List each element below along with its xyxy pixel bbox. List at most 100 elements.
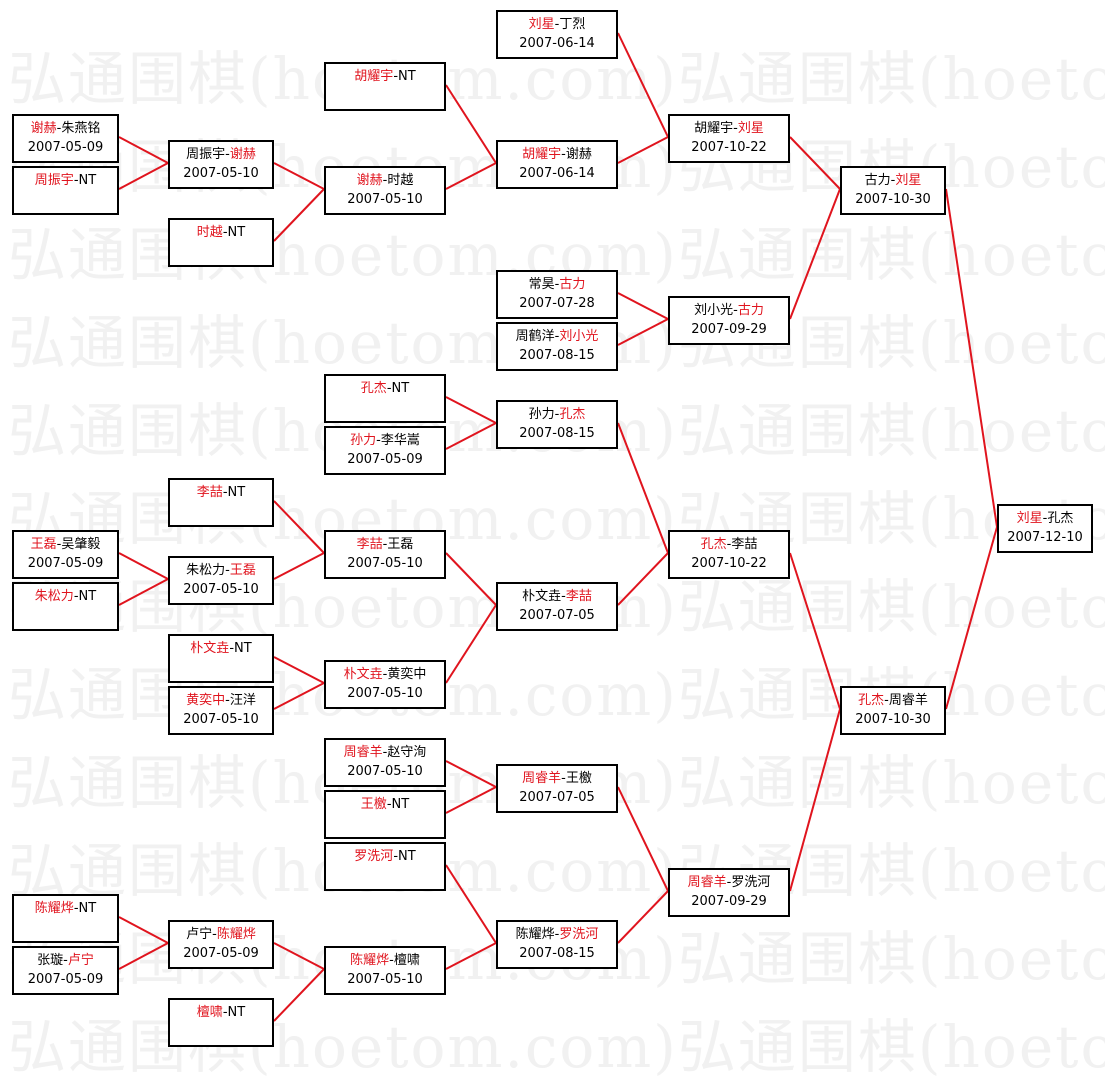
player-2: 王檄: [565, 771, 592, 786]
match-box[interactable]: 王檄-NT: [324, 790, 446, 839]
connector-line: [789, 708, 841, 892]
match-box[interactable]: 卢宁-陈耀烨 2007-05-09: [168, 920, 274, 969]
match-players: 胡耀宇-NT: [326, 67, 444, 86]
match-box[interactable]: 胡耀宇-NT: [324, 62, 446, 111]
match-box[interactable]: 朱松力-王磊 2007-05-10: [168, 556, 274, 605]
player-2: 黄奕中: [387, 667, 427, 682]
connector-line: [118, 136, 169, 164]
match-box[interactable]: 谢赫-朱燕铭 2007-05-09: [12, 114, 119, 163]
match-box[interactable]: 周振宇-NT: [12, 166, 119, 215]
separator: -: [554, 277, 560, 292]
match-date: 2007-05-10: [347, 556, 423, 571]
player-1: 周睿羊: [343, 745, 383, 760]
match-players: 陈耀烨-罗洗河: [498, 925, 616, 944]
connector-line: [445, 760, 497, 788]
match-players: 胡耀宇-谢赫: [498, 145, 616, 164]
match-box[interactable]: 王磊-吴肇毅 2007-05-09: [12, 530, 119, 579]
match-box[interactable]: 周睿羊-王檄 2007-07-05: [496, 764, 618, 813]
separator: -: [386, 381, 392, 396]
separator: -: [376, 433, 381, 448]
match-box[interactable]: 常昊-古力 2007-07-28: [496, 270, 618, 319]
match-box[interactable]: 朴文垚-李喆 2007-07-05: [496, 582, 618, 631]
separator: -: [73, 589, 79, 604]
match-players: 周睿羊-罗洗河: [670, 873, 788, 892]
separator: -: [56, 537, 62, 552]
connector-line: [445, 864, 497, 944]
match-box[interactable]: 胡耀宇-谢赫 2007-06-14: [496, 140, 618, 189]
match-box[interactable]: 周睿羊-罗洗河 2007-09-29: [668, 868, 790, 917]
player-2: 李喆: [565, 589, 592, 604]
connector-line: [273, 656, 325, 684]
match-box[interactable]: 李喆-王磊 2007-05-10: [324, 530, 446, 579]
match-box[interactable]: 谢赫-时越 2007-05-10: [324, 166, 446, 215]
player-1: 王檄: [360, 797, 387, 812]
connector-line: [617, 292, 669, 320]
player-2: 王磊: [229, 563, 256, 578]
player-1: 王磊: [30, 537, 57, 552]
separator: -: [393, 69, 399, 84]
match-box[interactable]: 周鹤洋-刘小光 2007-08-15: [496, 322, 618, 371]
player-2: 周睿羊: [888, 693, 928, 708]
connector-line: [445, 396, 497, 424]
match-box[interactable]: 孙力-李华嵩 2007-05-09: [324, 426, 446, 475]
match-box[interactable]: 孔杰-周睿羊 2007-10-30: [840, 686, 946, 735]
match-box[interactable]: 古力-刘星 2007-10-30: [840, 166, 946, 215]
player-1: 李喆: [356, 537, 383, 552]
match-players: 朱松力-王磊: [170, 561, 272, 580]
connector-line: [789, 552, 841, 710]
match-box[interactable]: 朴文垚-NT: [168, 634, 274, 683]
match-box[interactable]: 朴文垚-黄奕中 2007-05-10: [324, 660, 446, 709]
match-box[interactable]: 周睿羊-赵守洵 2007-05-10: [324, 738, 446, 787]
player-2: 罗洗河: [731, 875, 771, 890]
match-box[interactable]: 李喆-NT: [168, 478, 274, 527]
match-box[interactable]: 罗洗河-NT: [324, 842, 446, 891]
match-box[interactable]: 张璇-卢宁 2007-05-09: [12, 946, 119, 995]
player-1: 刘小光: [694, 303, 734, 318]
match-box[interactable]: 黄奕中-汪洋 2007-05-10: [168, 686, 274, 735]
player-2: NT: [78, 589, 97, 604]
match-players: 刘星-丁烈: [498, 15, 616, 34]
connector-line: [445, 786, 497, 814]
match-box[interactable]: 孔杰-NT: [324, 374, 446, 423]
match-box[interactable]: 孔杰-李喆 2007-10-22: [668, 530, 790, 579]
match-box[interactable]: 胡耀宇-刘星 2007-10-22: [668, 114, 790, 163]
match-date: 2007-10-30: [855, 712, 931, 727]
match-box[interactable]: 刘小光-古力 2007-09-29: [668, 296, 790, 345]
player-2: 古力: [559, 277, 586, 292]
separator: -: [229, 641, 235, 656]
player-1: 谢赫: [356, 173, 383, 188]
match-date: 2007-12-10: [1007, 530, 1083, 545]
match-box[interactable]: 檀啸-NT: [168, 998, 274, 1047]
match-box[interactable]: 刘星-孔杰 2007-12-10: [997, 504, 1093, 553]
match-box[interactable]: 朱松力-NT: [12, 582, 119, 631]
match-box[interactable]: 陈耀烨-檀啸 2007-05-10: [324, 946, 446, 995]
match-date: 2007-10-22: [691, 140, 767, 155]
match-players: 黄奕中-汪洋: [170, 691, 272, 710]
connector-line: [445, 604, 497, 684]
separator: -: [222, 485, 228, 500]
match-date: 2007-05-09: [27, 556, 104, 571]
match-box[interactable]: 时越-NT: [168, 218, 274, 267]
match-players: 时越-NT: [170, 223, 272, 242]
match-date: 2007-06-14: [519, 36, 595, 51]
separator: -: [222, 225, 228, 240]
separator: -: [382, 745, 388, 760]
match-box[interactable]: 陈耀烨-NT: [12, 894, 119, 943]
match-players: 陈耀烨-檀啸: [326, 951, 444, 970]
match-box[interactable]: 周振宇-谢赫 2007-05-10: [168, 140, 274, 189]
separator: -: [212, 927, 217, 942]
match-date: 2007-10-22: [691, 556, 767, 571]
match-date: 2007-09-29: [691, 894, 767, 909]
player-2: NT: [227, 485, 246, 500]
match-box[interactable]: 陈耀烨-罗洗河 2007-08-15: [496, 920, 618, 969]
separator: -: [561, 589, 566, 604]
match-box[interactable]: 孙力-孔杰 2007-08-15: [496, 400, 618, 449]
connector-line: [273, 682, 325, 710]
match-date: 2007-05-10: [347, 972, 423, 987]
player-1: 常昊: [528, 277, 555, 292]
player-2: 李喆: [731, 537, 758, 552]
player-1: 黄奕中: [186, 693, 226, 708]
match-box[interactable]: 刘星-丁烈 2007-06-14: [496, 10, 618, 59]
connector-line: [118, 162, 169, 190]
connector-line: [118, 578, 169, 606]
